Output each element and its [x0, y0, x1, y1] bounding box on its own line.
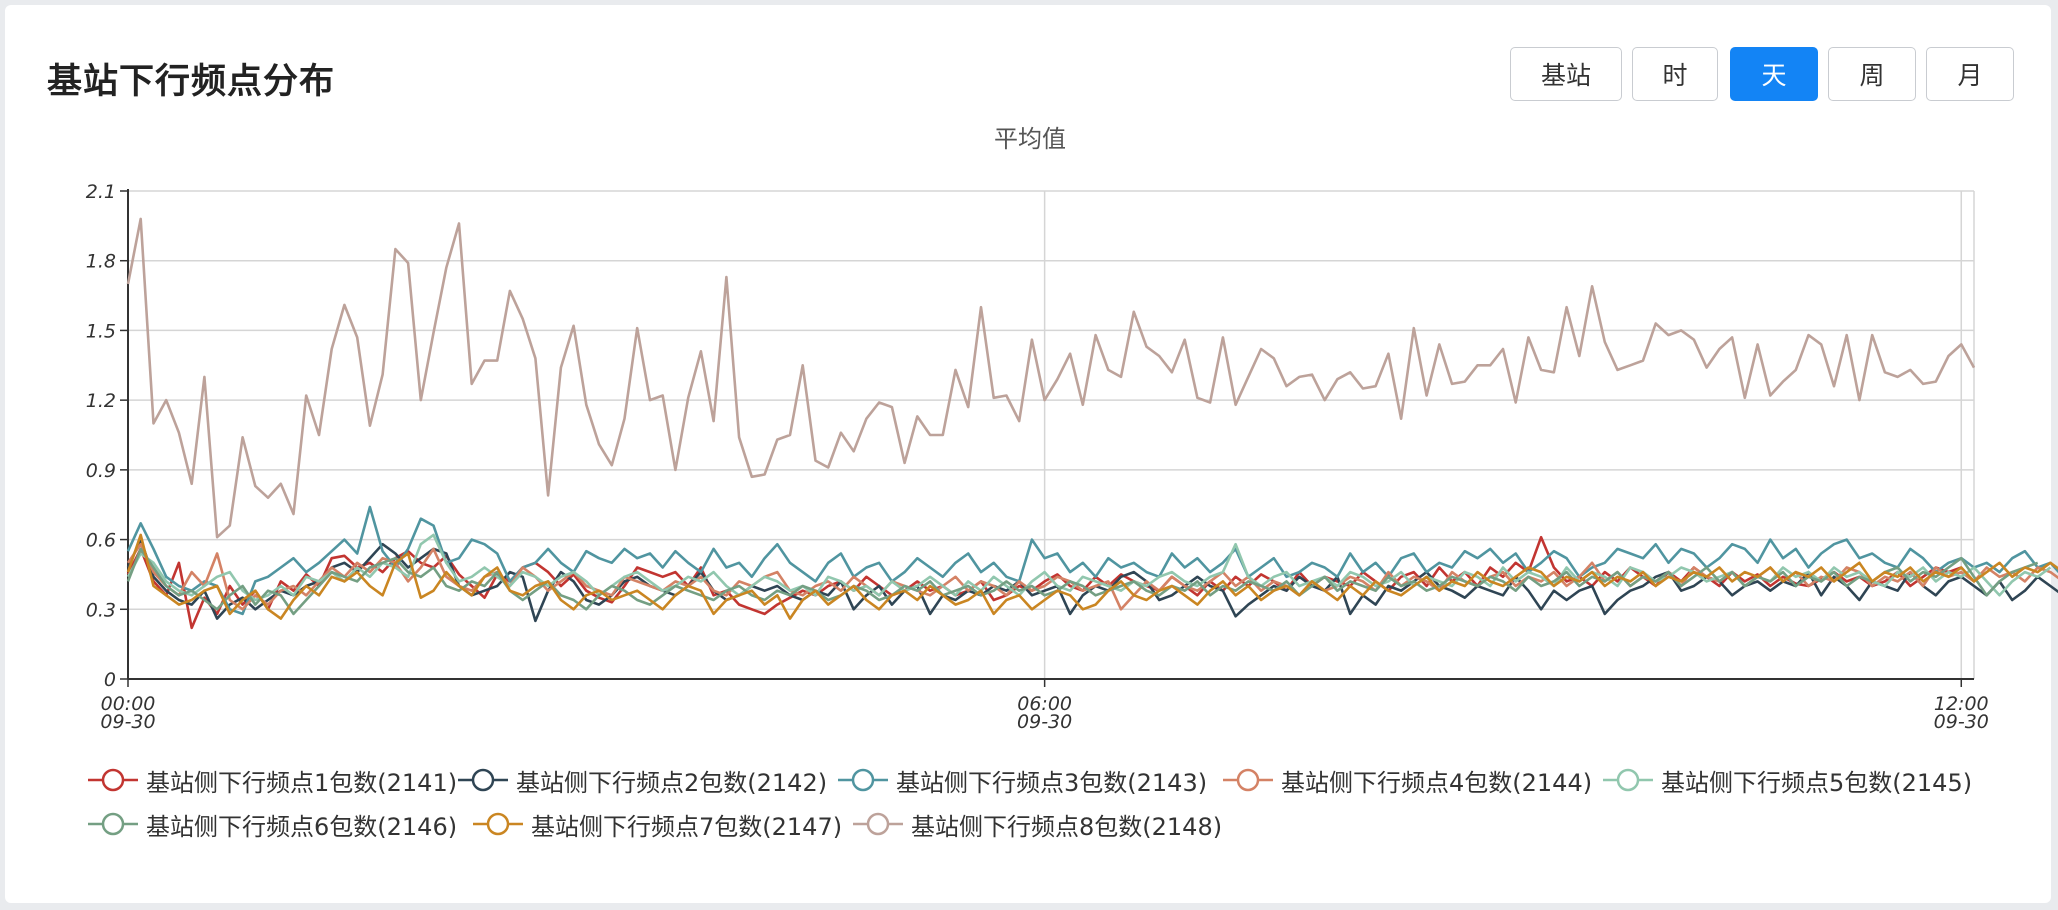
x-tick-label-time: 00:00	[101, 693, 156, 715]
legend-marker-icon	[458, 768, 508, 792]
legend-marker-circle	[471, 768, 495, 792]
chart-grid	[128, 190, 1975, 679]
y-tick-label: 0.9	[86, 460, 116, 482]
legend-marker-icon	[88, 812, 138, 836]
period-button-base-station[interactable]: 基站	[1510, 47, 1622, 101]
legend-item-5[interactable]: 基站侧下行频点5包数(2145)	[1603, 762, 1972, 798]
period-button-month[interactable]: 月	[1926, 47, 2014, 101]
legend-marker-circle	[1236, 768, 1260, 792]
legend-marker-icon	[88, 768, 138, 792]
legend-item-2[interactable]: 基站侧下行频点2包数(2142)	[458, 762, 827, 798]
legend-marker-icon	[1223, 768, 1273, 792]
legend-marker-circle	[851, 768, 875, 792]
legend-item-7[interactable]: 基站侧下行频点7包数(2147)	[473, 806, 842, 842]
legend-label: 基站侧下行频点7包数(2147)	[531, 812, 843, 841]
series-line-3	[126, 505, 2058, 616]
legend-label: 基站侧下行频点2包数(2142)	[516, 768, 828, 797]
legend-marker-circle	[866, 812, 890, 836]
legend-marker-icon	[1603, 768, 1653, 792]
y-tick-label: 0.3	[86, 599, 116, 621]
legend-marker-circle	[486, 812, 510, 836]
x-tick-label-date: 09-30	[1017, 711, 1072, 733]
legend-marker-circle	[101, 768, 125, 792]
period-button-day[interactable]: 天	[1730, 47, 1818, 101]
legend-label: 基站侧下行频点4包数(2144)	[1281, 768, 1593, 797]
line-chart: 平均值 00.30.60.91.21.51.82.100:0009-3006:0…	[86, 125, 2058, 733]
legend-marker-circle	[1616, 768, 1640, 792]
legend-item-8[interactable]: 基站侧下行频点8包数(2148)	[853, 806, 1222, 842]
y-tick-label: 2.1	[86, 181, 116, 203]
legend-marker-icon	[473, 812, 523, 836]
legend-label: 基站侧下行频点5包数(2145)	[1661, 768, 1973, 797]
y-tick-label: 1.2	[86, 390, 116, 412]
page-title: 基站下行频点分布	[47, 62, 336, 102]
y-tick-label: 1.8	[86, 251, 116, 273]
y-tick-label: 0.6	[86, 530, 116, 552]
legend-marker-circle	[101, 812, 125, 836]
legend-item-1[interactable]: 基站侧下行频点1包数(2141)	[88, 762, 457, 798]
y-tick-label: 1.5	[86, 320, 116, 342]
series-line-6	[126, 547, 2039, 616]
legend-label: 基站侧下行频点8包数(2148)	[911, 812, 1223, 841]
series-line-7	[126, 533, 2058, 620]
x-tick-label-date: 09-30	[1934, 711, 1989, 733]
period-button-week[interactable]: 周	[1828, 47, 1916, 101]
legend-marker-icon	[853, 812, 903, 836]
legend-item-6[interactable]: 基站侧下行频点6包数(2146)	[88, 806, 457, 842]
x-tick-label-time: 06:00	[1017, 693, 1072, 715]
series-line-8	[126, 217, 1976, 539]
y-tick-label: 0	[104, 669, 116, 691]
period-button-hour[interactable]: 时	[1632, 47, 1718, 101]
chart-series	[126, 217, 2058, 630]
period-selector: 基站 时 天 周 月	[5, 47, 2051, 105]
legend-label: 基站侧下行频点1包数(2141)	[146, 768, 458, 797]
chart-card: 基站下行频点分布 基站 时 天 周 月	[5, 5, 2051, 903]
legend-marker-icon	[838, 768, 888, 792]
legend-item-3[interactable]: 基站侧下行频点3包数(2143)	[838, 762, 1207, 798]
chart-title: 平均值	[994, 125, 1066, 153]
chart-axes: 00.30.60.91.21.51.82.100:0009-3006:0009-…	[86, 181, 1989, 733]
legend-label: 基站侧下行频点6包数(2146)	[146, 812, 458, 841]
x-tick-label-date: 09-30	[100, 711, 155, 733]
legend-label: 基站侧下行频点3包数(2143)	[896, 768, 1208, 797]
legend-item-4[interactable]: 基站侧下行频点4包数(2144)	[1223, 762, 1592, 798]
x-tick-label-time: 12:00	[1934, 693, 1989, 715]
